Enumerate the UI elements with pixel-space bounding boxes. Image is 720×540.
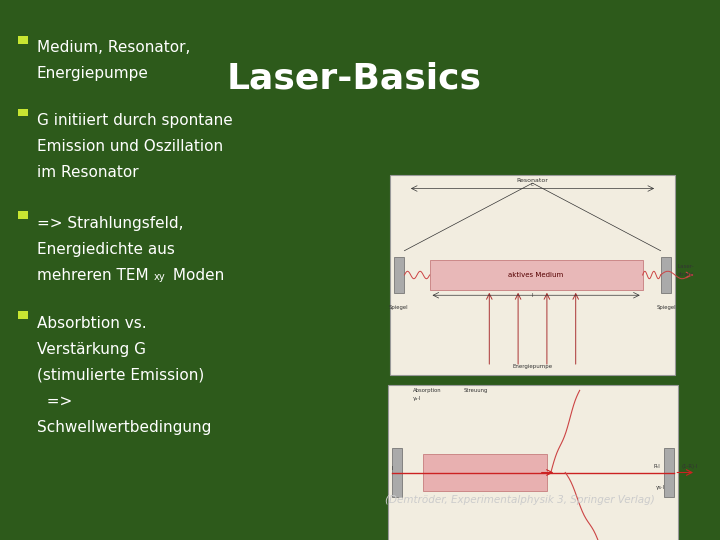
Text: Emission und Oszillation: Emission und Oszillation [37, 139, 223, 154]
Text: I: I [392, 465, 393, 471]
Text: Medium, Resonator,: Medium, Resonator, [37, 40, 190, 56]
Text: γs·I: γs·I [655, 485, 665, 490]
Text: (1-R)·I: (1-R)·I [682, 463, 698, 469]
Text: Energiepumpe: Energiepumpe [513, 363, 552, 368]
Text: Absorption: Absorption [413, 388, 442, 393]
Text: Streuung: Streuung [464, 388, 488, 393]
Bar [18, 109, 28, 117]
Bar [394, 258, 405, 293]
Bar [661, 258, 671, 293]
Bar [18, 212, 28, 219]
Text: mehreren TEM: mehreren TEM [37, 268, 148, 283]
Text: Energiedichte aus: Energiedichte aus [37, 242, 174, 257]
Text: Laser-: Laser- [677, 265, 694, 269]
Text: (Demtröder, Experimentalphysik 3, Springer Verlag): (Demtröder, Experimentalphysik 3, Spring… [385, 495, 655, 505]
Text: => Strahlungsfeld,: => Strahlungsfeld, [37, 216, 183, 231]
Bar [18, 36, 28, 44]
Text: c: c [531, 182, 534, 187]
Text: aktives Medium: aktives Medium [508, 272, 564, 278]
Text: l: l [532, 293, 534, 298]
FancyBboxPatch shape [390, 175, 675, 375]
Text: Absorbtion vs.: Absorbtion vs. [37, 316, 146, 331]
Text: (stimulierte Emission): (stimulierte Emission) [37, 368, 204, 383]
Text: Spiegel: Spiegel [657, 305, 676, 310]
Text: Energiepumpe: Energiepumpe [37, 66, 148, 82]
Text: Verstärkung G: Verstärkung G [37, 342, 145, 357]
Text: Spiegel: Spiegel [389, 305, 408, 310]
Bar [392, 448, 402, 497]
Bar [423, 454, 547, 491]
Text: Schwellwertbedingung: Schwellwertbedingung [37, 420, 211, 435]
Text: Resonator: Resonator [516, 178, 549, 183]
Text: G initiiert durch spontane: G initiiert durch spontane [37, 113, 233, 129]
Text: R·I: R·I [653, 463, 660, 469]
Text: xy: xy [154, 272, 166, 282]
Bar [430, 260, 643, 290]
Text: im Resonator: im Resonator [37, 165, 138, 180]
Text: =>: => [37, 394, 72, 409]
Bar [664, 448, 675, 497]
Text: Moden: Moden [168, 268, 225, 283]
Text: γₐ·I: γₐ·I [413, 396, 422, 401]
Text: Laser-Basics: Laser-Basics [227, 61, 482, 95]
FancyBboxPatch shape [388, 385, 678, 540]
Bar [18, 312, 28, 319]
Text: strahl: strahl [677, 273, 693, 278]
